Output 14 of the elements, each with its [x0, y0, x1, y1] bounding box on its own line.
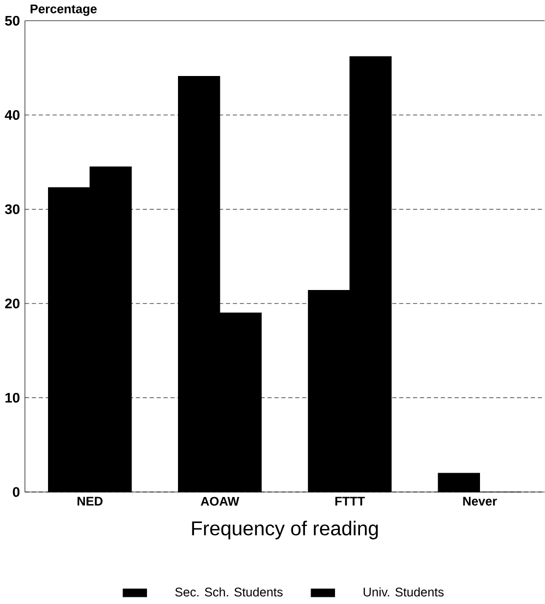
y-tick-label: 20	[5, 298, 20, 308]
y-tick-label: 40	[4, 110, 20, 120]
x-tick-label: Never	[463, 496, 497, 506]
x-tick-label: AOAW	[200, 496, 240, 506]
y-tick-label: 0	[12, 487, 20, 497]
legend-label: Univ. Students	[364, 587, 444, 597]
y-axis-title: Percentage	[30, 4, 97, 16]
y-tick-label: 30	[4, 204, 20, 214]
x-tick-label: FTTT	[335, 496, 365, 506]
x-tick-label: NED	[78, 496, 103, 506]
y-tick-label: 50	[5, 16, 20, 26]
legend-label: Sec. Sch. Students	[175, 587, 283, 597]
x-axis-title: Frequency of reading	[192, 520, 378, 540]
y-tick-label: 10	[6, 392, 20, 403]
